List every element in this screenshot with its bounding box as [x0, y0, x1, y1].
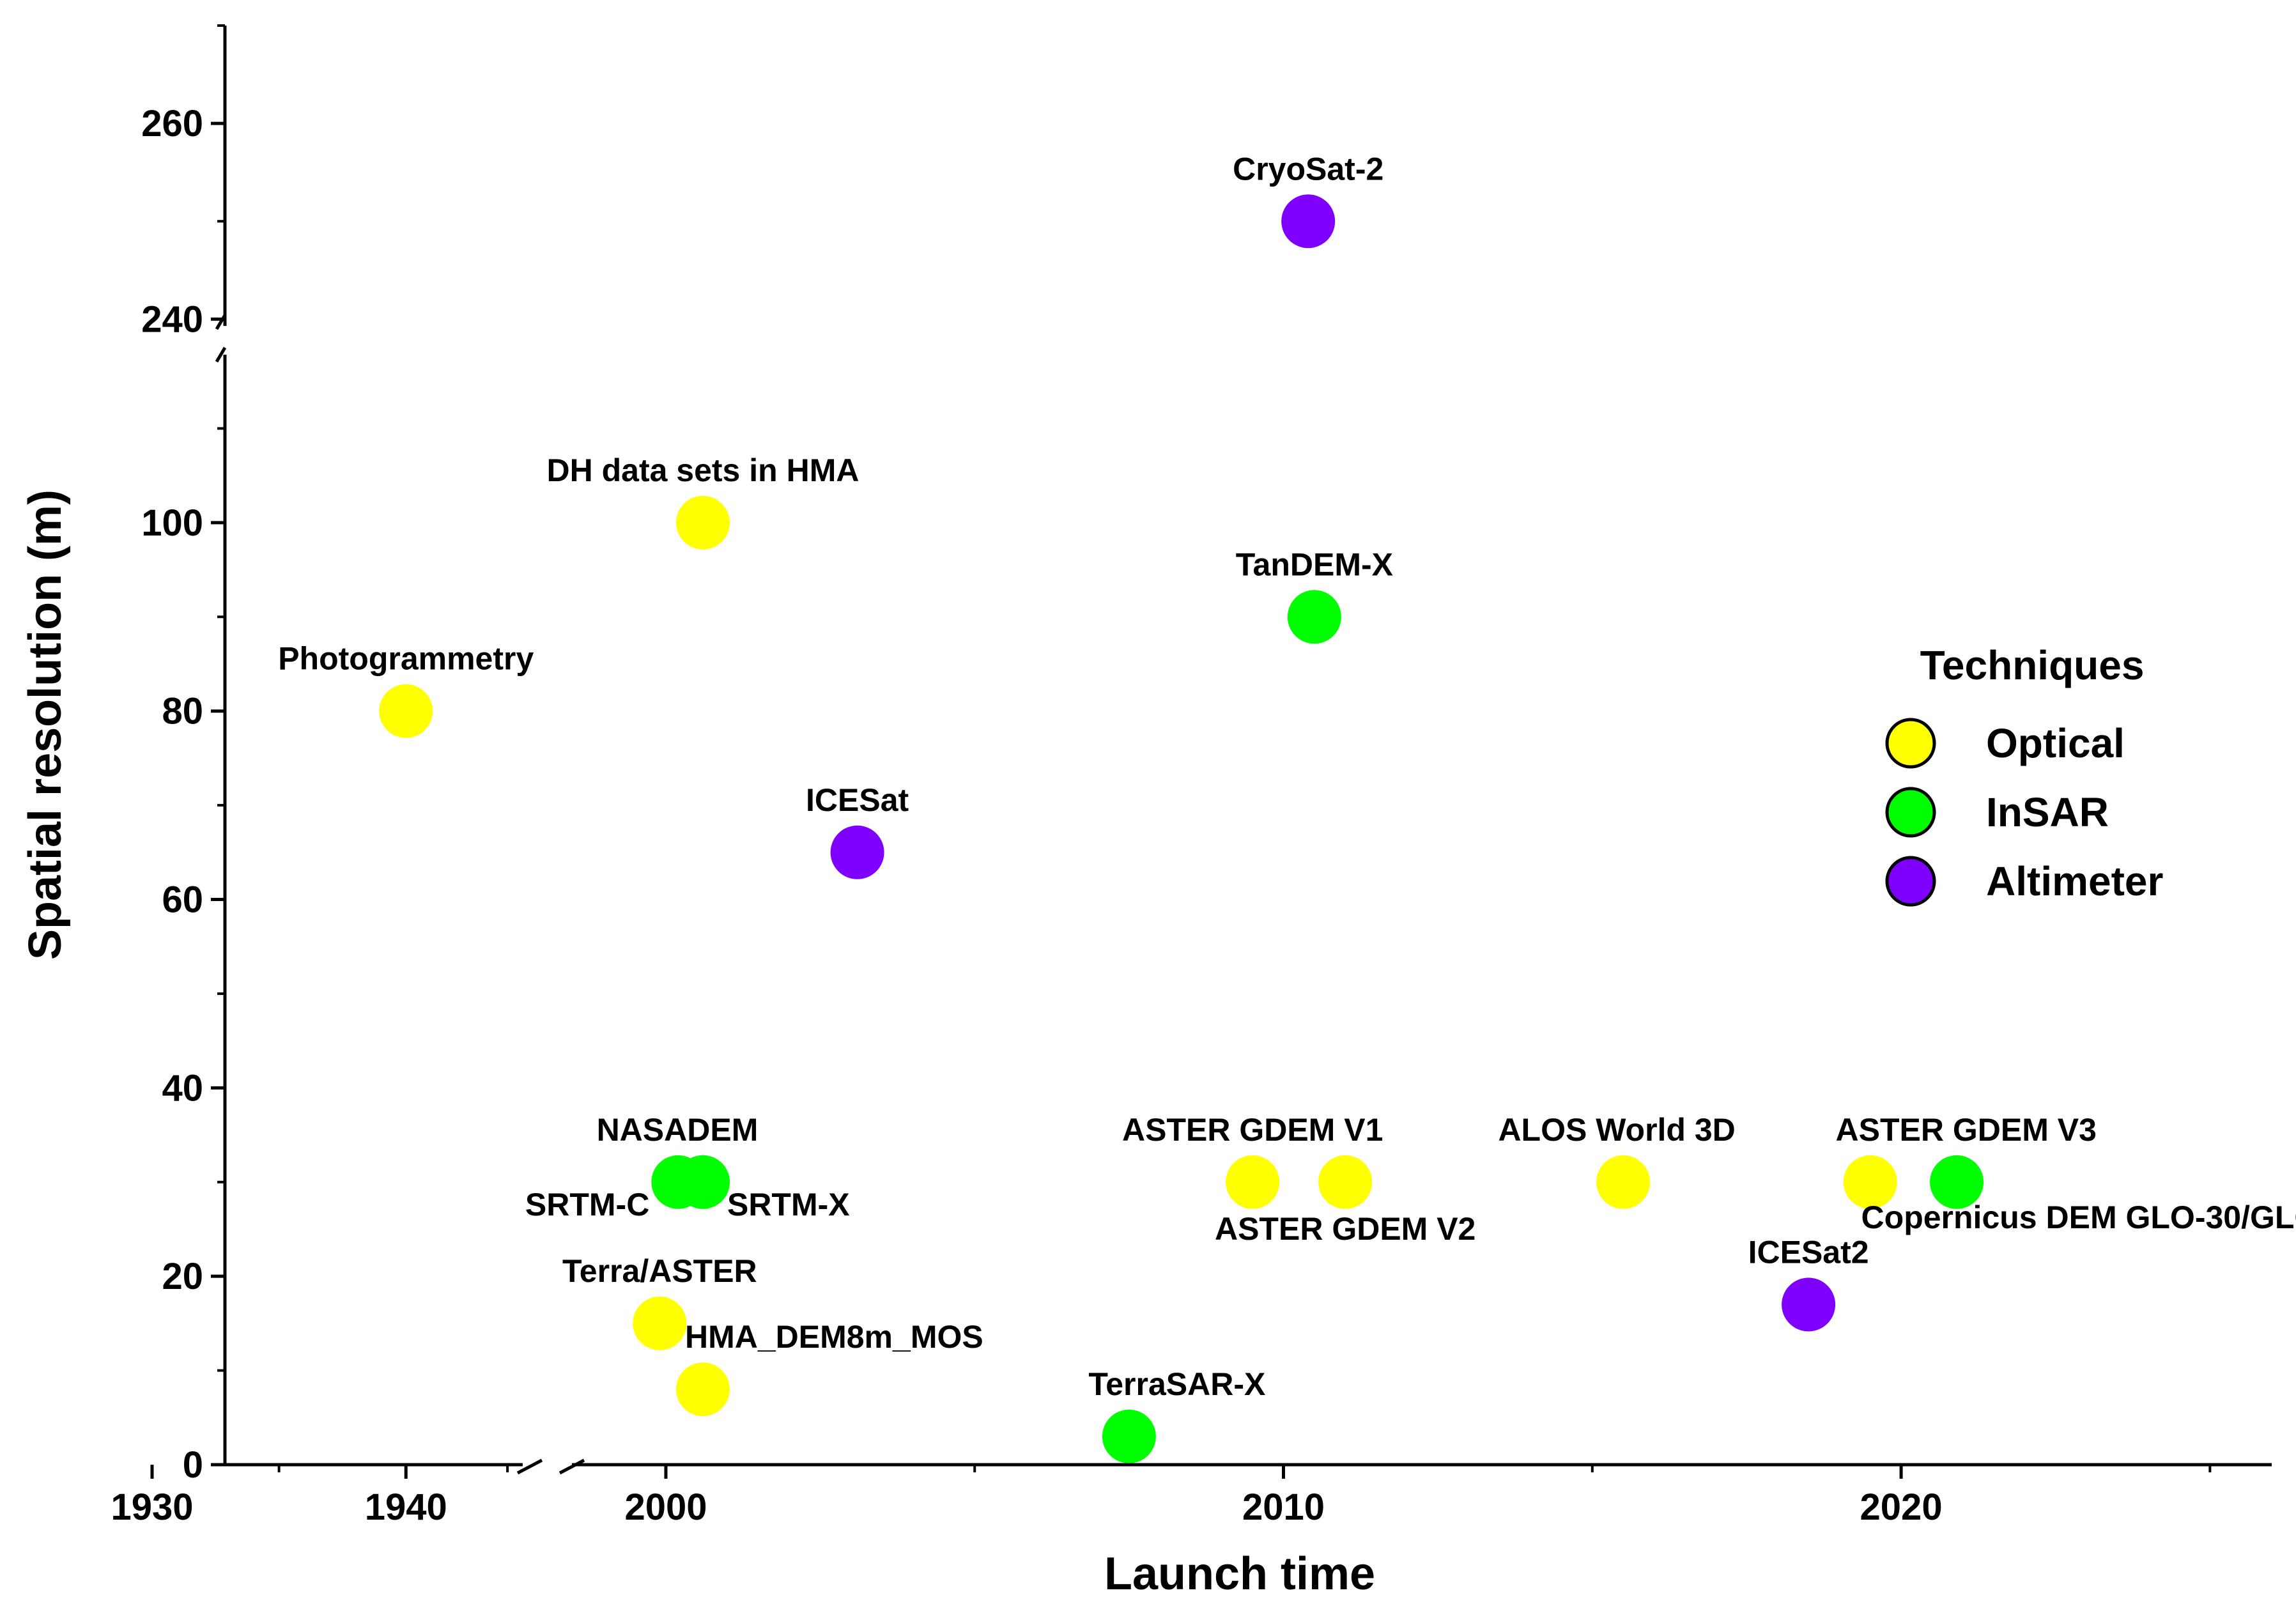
y-tick-label-80: 80: [162, 691, 203, 732]
label-aster-gdem-v1: ASTER GDEM V1: [1122, 1112, 1383, 1148]
y-tick-label-40: 40: [162, 1067, 203, 1109]
y-axis-break-mark: [215, 346, 227, 363]
label-cryosat-2: CryoSat-2: [1233, 151, 1383, 187]
y-axis-ticks: 0 20 40 60 80 100 240 260: [141, 24, 225, 1486]
legend-swatch-altimeter: [1885, 856, 1936, 907]
y-tick-label-260: 260: [141, 103, 203, 144]
label-tandem-x: TanDEM-X: [1236, 546, 1393, 582]
label-dh-data-sets-in-hma: DH data sets in HMA: [546, 452, 859, 488]
y-tick-label-240: 240: [141, 298, 203, 340]
point-copernicus-dem-glo-30-glo-90: [1930, 1155, 1984, 1209]
point-aster-gdem-v1: [1226, 1155, 1280, 1209]
point-icesat2: [1782, 1277, 1836, 1332]
point-aster-gdem-v3: [1843, 1155, 1897, 1209]
label-icesat: ICESat: [806, 782, 909, 818]
point-cryosat-2: [1281, 194, 1336, 249]
label-aster-gdem-v2: ASTER GDEM V2: [1215, 1211, 1475, 1247]
label-alos-world-3d: ALOS World 3D: [1498, 1112, 1735, 1148]
point-labels: Photogrammetry DH data sets in HMA Terra/A…: [278, 151, 2296, 1402]
legend: Techniques Optical InSAR Altimeter: [1885, 642, 2163, 907]
label-photogrammetry: Photogrammetry: [278, 641, 534, 677]
legend-label-optical: Optical: [1986, 720, 2125, 766]
x-tick-label-2000: 2000: [624, 1486, 707, 1528]
point-photogrammetry: [379, 684, 433, 738]
legend-title: Techniques: [1920, 642, 2145, 688]
label-terra-aster: Terra/ASTER: [562, 1253, 757, 1289]
point-tandem-x: [1287, 590, 1341, 644]
legend-swatch-optical: [1885, 718, 1936, 769]
legend-swatch-insar: [1885, 787, 1936, 838]
y-axis-title: Spatial resolution (m): [20, 490, 71, 960]
label-icesat2: ICESat2: [1748, 1234, 1869, 1270]
point-alos-world-3d: [1596, 1155, 1651, 1209]
axes: [215, 26, 2272, 1475]
x-tick-label-2020: 2020: [1860, 1486, 1943, 1528]
point-terra-aster: [633, 1296, 687, 1350]
x-tick-label-1940: 1940: [365, 1486, 447, 1528]
y-tick-label-20: 20: [162, 1256, 203, 1297]
x-axis-title: Launch time: [1104, 1548, 1375, 1600]
x-axis-ticks: 1930 1940 2000 2010 2020: [111, 1465, 2212, 1528]
point-dh-data-sets-in-hma: [675, 495, 730, 550]
point-aster-gdem-v2: [1318, 1155, 1373, 1209]
point-srtm-x: [675, 1155, 730, 1209]
x-axis-break-mark: [516, 1458, 543, 1475]
label-terrasar-x: TerraSAR-X: [1088, 1366, 1265, 1402]
label-copernicus-dem-glo-30-glo-90: Copernicus DEM GLO-30/GLO-90: [1861, 1199, 2296, 1235]
point-icesat: [830, 825, 884, 879]
data-points: [379, 194, 1984, 1463]
x-axis-break-mark: [559, 1458, 585, 1475]
label-nasadem: NASADEM: [597, 1112, 759, 1148]
x-tick-label-2010: 2010: [1242, 1486, 1325, 1528]
label-srtm-x: SRTM-X: [727, 1187, 850, 1222]
y-tick-label-0: 0: [183, 1444, 203, 1486]
label-srtm-c: SRTM-C: [525, 1187, 649, 1222]
x-tick-label-1930: 1930: [111, 1486, 193, 1528]
legend-label-insar: InSAR: [1986, 789, 2109, 835]
label-hma-dem8m-mos: HMA_DEM8m_MOS: [685, 1319, 983, 1355]
y-axis-break-mark: [215, 314, 227, 330]
point-hma-dem8m-mos: [675, 1362, 730, 1417]
y-tick-label-60: 60: [162, 879, 203, 921]
point-terrasar-x: [1102, 1409, 1156, 1463]
y-tick-label-100: 100: [141, 502, 203, 544]
legend-label-altimeter: Altimeter: [1986, 858, 2163, 904]
label-aster-gdem-v3: ASTER GDEM V3: [1836, 1112, 2097, 1148]
